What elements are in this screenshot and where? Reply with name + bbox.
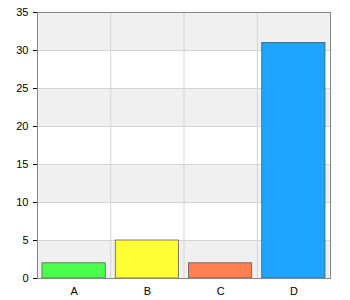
svg-text:0: 0 xyxy=(22,272,28,284)
svg-text:B: B xyxy=(144,285,151,297)
svg-text:A: A xyxy=(70,285,78,297)
svg-text:20: 20 xyxy=(16,120,28,132)
svg-text:C: C xyxy=(217,285,225,297)
svg-text:10: 10 xyxy=(16,196,28,208)
svg-text:30: 30 xyxy=(16,44,28,56)
svg-text:15: 15 xyxy=(16,158,28,170)
svg-text:5: 5 xyxy=(22,234,28,246)
svg-text:D: D xyxy=(290,285,298,297)
svg-text:25: 25 xyxy=(16,82,28,94)
svg-text:35: 35 xyxy=(16,6,28,18)
